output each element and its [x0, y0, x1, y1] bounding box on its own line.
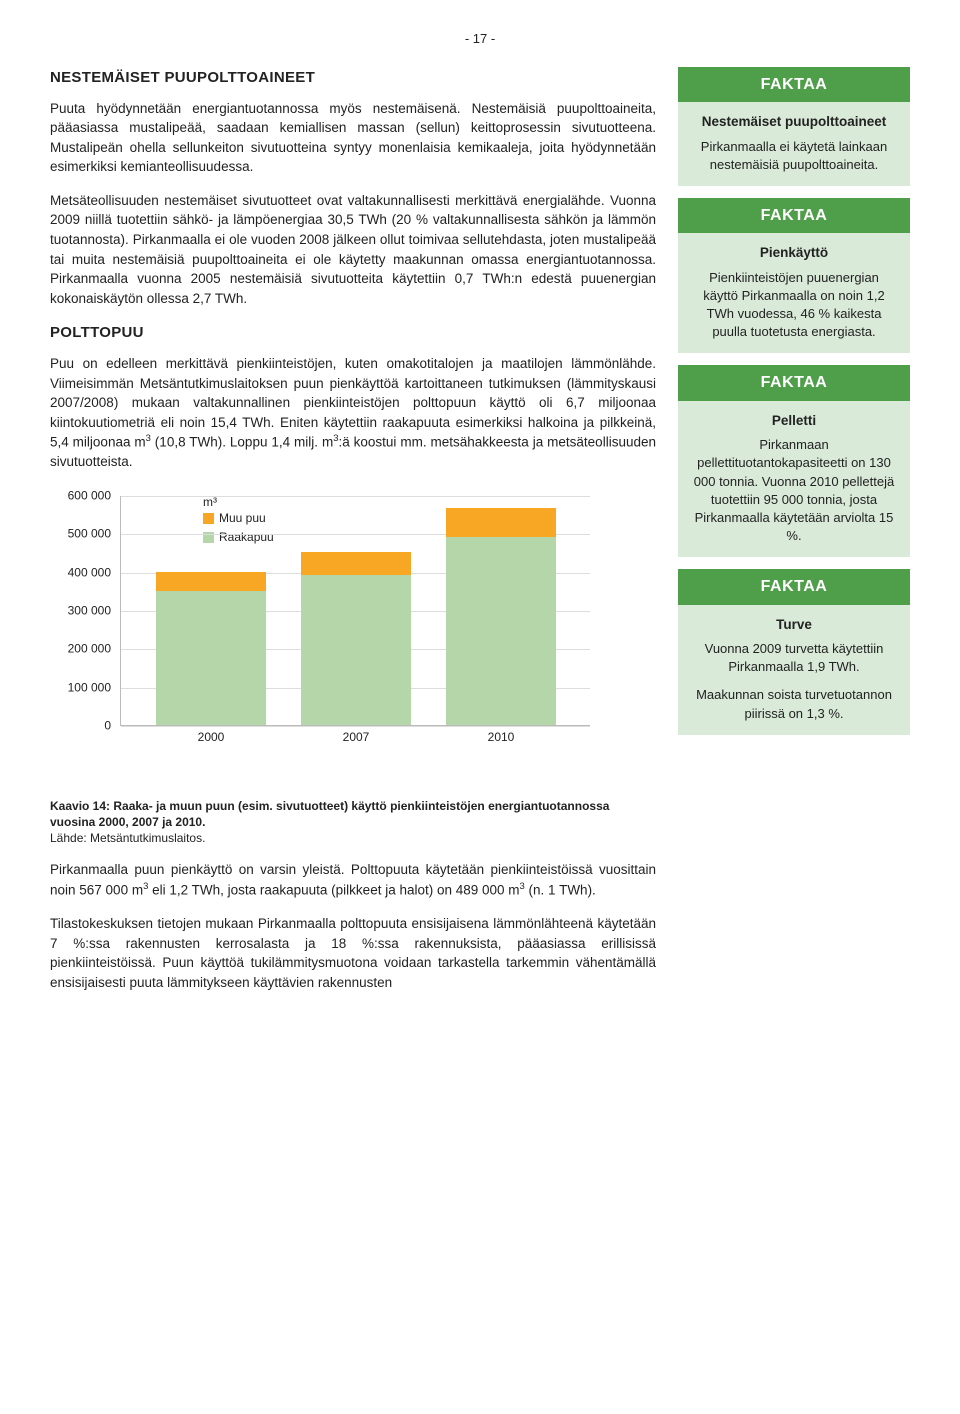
legend-swatch-muu [203, 513, 214, 524]
chart-legend: Muu puu Raakapuu [203, 510, 274, 549]
paragraph: Tilastokeskuksen tietojen mukaan Pirkanm… [50, 914, 656, 992]
paragraph: Pirkanmaalla puun pienkäyttö on varsin y… [50, 860, 656, 900]
fact-subtitle: Nestemäiset puupolttoaineet [678, 102, 910, 138]
x-tick-label: 2010 [446, 729, 556, 746]
legend-label-raaka: Raakapuu [219, 529, 274, 546]
fact-box-liquid-fuels: FAKTAA Nestemäiset puupolttoaineet Pirka… [678, 67, 910, 186]
text: eli 1,2 TWh, josta raakapuuta (pilkkeet … [148, 882, 519, 897]
fact-box-peat: FAKTAA Turve Vuonna 2009 turvetta käytet… [678, 569, 910, 735]
text: (10,8 TWh). Loppu 1,4 milj. m [151, 435, 333, 450]
y-tick-label: 300 000 [51, 602, 111, 619]
bar-segment-muu [446, 508, 556, 538]
caption-source: Lähde: Metsäntutkimuslaitos. [50, 831, 205, 845]
sidebar: FAKTAA Nestemäiset puupolttoaineet Pirka… [678, 67, 910, 992]
grid-line [121, 726, 590, 727]
fact-subtitle: Pelletti [678, 401, 910, 437]
fact-box-pellet: FAKTAA Pelletti Pirkanmaan pellettituota… [678, 365, 910, 557]
bar [156, 572, 266, 725]
fact-body: Pirkanmaan pellettituotantokapasiteetti … [678, 436, 910, 545]
x-tick-label: 2007 [301, 729, 411, 746]
fact-header: FAKTAA [678, 365, 910, 400]
caption-title: Kaavio 14: Raaka- ja muun puun (esim. si… [50, 799, 609, 829]
fact-body: Maakunnan soista turvetuotannon piirissä… [678, 686, 910, 722]
legend-label-muu: Muu puu [219, 510, 266, 527]
y-tick-label: 600 000 [51, 487, 111, 504]
fact-body: Pirkanmaalla ei käytetä lainkaan nestemä… [678, 138, 910, 174]
bar-segment-muu [156, 572, 266, 591]
page-number: - 17 - [50, 30, 910, 49]
fact-subtitle: Turve [678, 605, 910, 641]
bar-segment-raaka [446, 537, 556, 724]
fact-body: Vuonna 2009 turvetta käytettiin Pirkanma… [678, 640, 910, 676]
text: (n. 1 TWh). [525, 882, 596, 897]
bar [301, 552, 411, 725]
fact-body: Pienkiinteistöjen puuenergian käyttö Pir… [678, 269, 910, 342]
paragraph: Metsäteollisuuden nestemäiset sivutuotte… [50, 191, 656, 308]
main-column: NESTEMÄISET PUUPOLTTOAINEET Puuta hyödyn… [50, 67, 656, 992]
fact-subtitle: Pienkäyttö [678, 233, 910, 269]
bar [446, 508, 556, 725]
fact-header: FAKTAA [678, 198, 910, 233]
y-tick-label: 500 000 [51, 525, 111, 542]
x-tick-label: 2000 [156, 729, 266, 746]
bar-chart: m³ Muu puu Raakapuu 0100 000200 000300 0… [50, 486, 610, 786]
grid-line [121, 496, 590, 497]
fact-header: FAKTAA [678, 67, 910, 102]
heading-liquid-fuels: NESTEMÄISET PUUPOLTTOAINEET [50, 67, 656, 89]
y-tick-label: 400 000 [51, 564, 111, 581]
paragraph: Puuta hyödynnetään energiantuotannossa m… [50, 99, 656, 177]
chart-caption: Kaavio 14: Raaka- ja muun puun (esim. si… [50, 798, 656, 847]
bar-segment-raaka [301, 575, 411, 725]
paragraph: Puu on edelleen merkittävä pienkiinteist… [50, 354, 656, 472]
bar-segment-muu [301, 552, 411, 575]
y-tick-label: 0 [51, 717, 111, 734]
heading-firewood: POLTTOPUU [50, 322, 656, 344]
bar-segment-raaka [156, 591, 266, 725]
y-tick-label: 200 000 [51, 640, 111, 657]
chart-plot-area: m³ Muu puu Raakapuu 0100 000200 000300 0… [120, 496, 590, 726]
fact-box-small-use: FAKTAA Pienkäyttö Pienkiinteistöjen puue… [678, 198, 910, 354]
y-tick-label: 100 000 [51, 679, 111, 696]
fact-header: FAKTAA [678, 569, 910, 604]
